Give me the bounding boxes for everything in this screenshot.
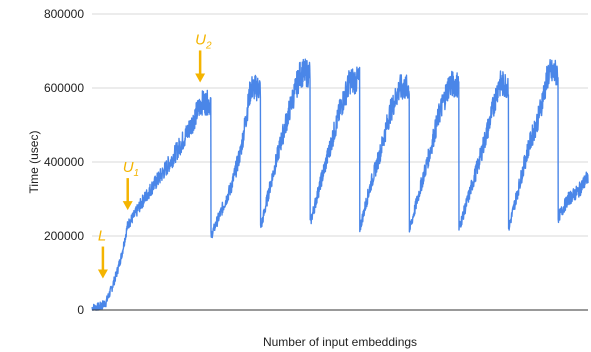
arrow-head (97, 269, 108, 279)
series-line (91, 58, 589, 311)
annotation-label: U1 (123, 159, 139, 179)
y-tick-label: 0 (77, 303, 84, 317)
annotations: L U1 U2 (97, 31, 212, 279)
arrow-head (195, 73, 206, 83)
annotation-label: U2 (195, 31, 212, 51)
y-tick-label: 600000 (44, 81, 84, 95)
annotation-arrow: U1 (122, 159, 139, 211)
annotation-label: L (98, 228, 106, 245)
y-axis-title: Time (usec) (27, 131, 41, 194)
y-tick-label: 400000 (44, 155, 84, 169)
y-tick-label: 200000 (44, 229, 84, 243)
y-tick-label: 800000 (44, 7, 84, 21)
series-area (91, 58, 589, 311)
y-axis-ticks: 0 200000 400000 600000 800000 (44, 7, 84, 317)
annotation-arrow: L (97, 228, 108, 279)
annotation-arrow: U2 (195, 31, 212, 83)
arrow-head (122, 201, 133, 211)
x-axis-title: Number of input embeddings (263, 335, 417, 349)
grid (92, 13, 588, 237)
